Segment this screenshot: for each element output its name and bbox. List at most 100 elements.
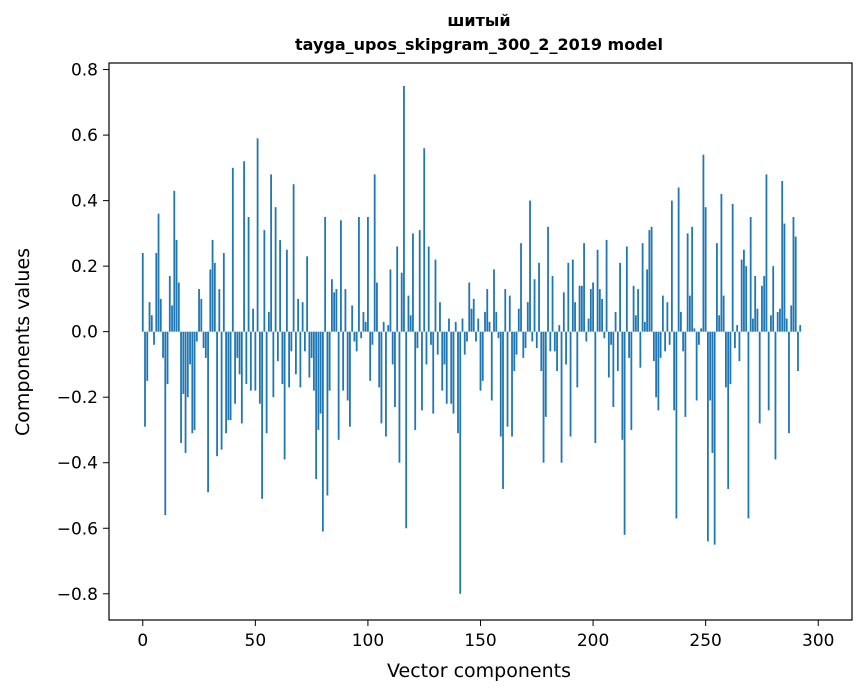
bar [637,289,640,332]
bar [144,331,146,427]
bar [207,331,209,493]
bar [319,331,322,414]
bar [168,275,171,332]
x-axis-label: Vector components [387,660,571,682]
bar [150,315,153,332]
bar [445,331,448,404]
bar [358,216,360,332]
bar [427,246,430,332]
bar [711,331,714,453]
bar [544,331,547,417]
bar [731,203,734,332]
bar [585,331,588,342]
bar [517,308,520,332]
bar [193,331,196,430]
bar [475,331,477,342]
bar [571,259,574,332]
bar [610,331,612,345]
bar [385,331,387,437]
bar [236,331,239,358]
bar [538,262,540,332]
bar [664,331,667,352]
bar [776,312,779,332]
bar [551,275,554,332]
bar [186,331,189,398]
bar [607,331,610,378]
bar [340,220,342,332]
bar [745,266,748,332]
bar [765,174,768,332]
bar [598,289,601,332]
bar [515,331,518,355]
bar [436,331,439,355]
bar [317,331,320,430]
bar [628,331,630,358]
bar [648,230,651,332]
bar [623,331,626,535]
bar [454,321,457,332]
bar [639,331,642,368]
bar [490,331,493,401]
bar [630,331,633,430]
bar [371,331,374,345]
bar [670,200,673,332]
bar [679,312,682,332]
bar [303,331,306,352]
bar [256,138,259,332]
chart-title-line2: tayga_upos_skipgram_300_2_2019 model [295,35,663,54]
bar [382,321,385,332]
bar [421,331,423,411]
bar [283,331,286,460]
bar [549,331,552,352]
bar [700,328,703,332]
bar [418,230,421,332]
bar [216,331,218,457]
bar [562,292,565,332]
bar [177,282,180,332]
bar [342,331,345,391]
bar [281,331,284,385]
bar [412,233,414,332]
bar [799,325,802,332]
bar [574,302,576,332]
bar [713,331,716,545]
bar [614,312,617,332]
bar [632,285,635,332]
bar [227,331,230,421]
bar [734,331,736,349]
bar [779,308,781,332]
bar [698,331,700,345]
bar [587,318,590,332]
bar [558,325,561,332]
bar [173,190,176,332]
bar [758,331,761,424]
bar [182,331,185,394]
bar [157,213,160,332]
bar [596,249,599,332]
bar [274,207,277,332]
bar [740,259,743,332]
bar [198,289,200,332]
bar [752,318,754,332]
bar [218,289,221,332]
bar [716,243,718,332]
bar [772,266,775,332]
bar [659,331,662,358]
bar [556,331,558,371]
bar [535,331,538,349]
bar [171,305,173,332]
bar [797,331,799,371]
bar [425,331,428,365]
bar [355,331,358,352]
bar [249,331,252,391]
bar [493,269,495,332]
bar [405,331,408,529]
bar [321,331,324,532]
bar [362,312,365,332]
bar [725,331,727,388]
x-tick-label: 200 [577,631,609,651]
bar [677,187,680,332]
bar [767,331,770,411]
bar [605,239,608,332]
bar [785,318,788,332]
